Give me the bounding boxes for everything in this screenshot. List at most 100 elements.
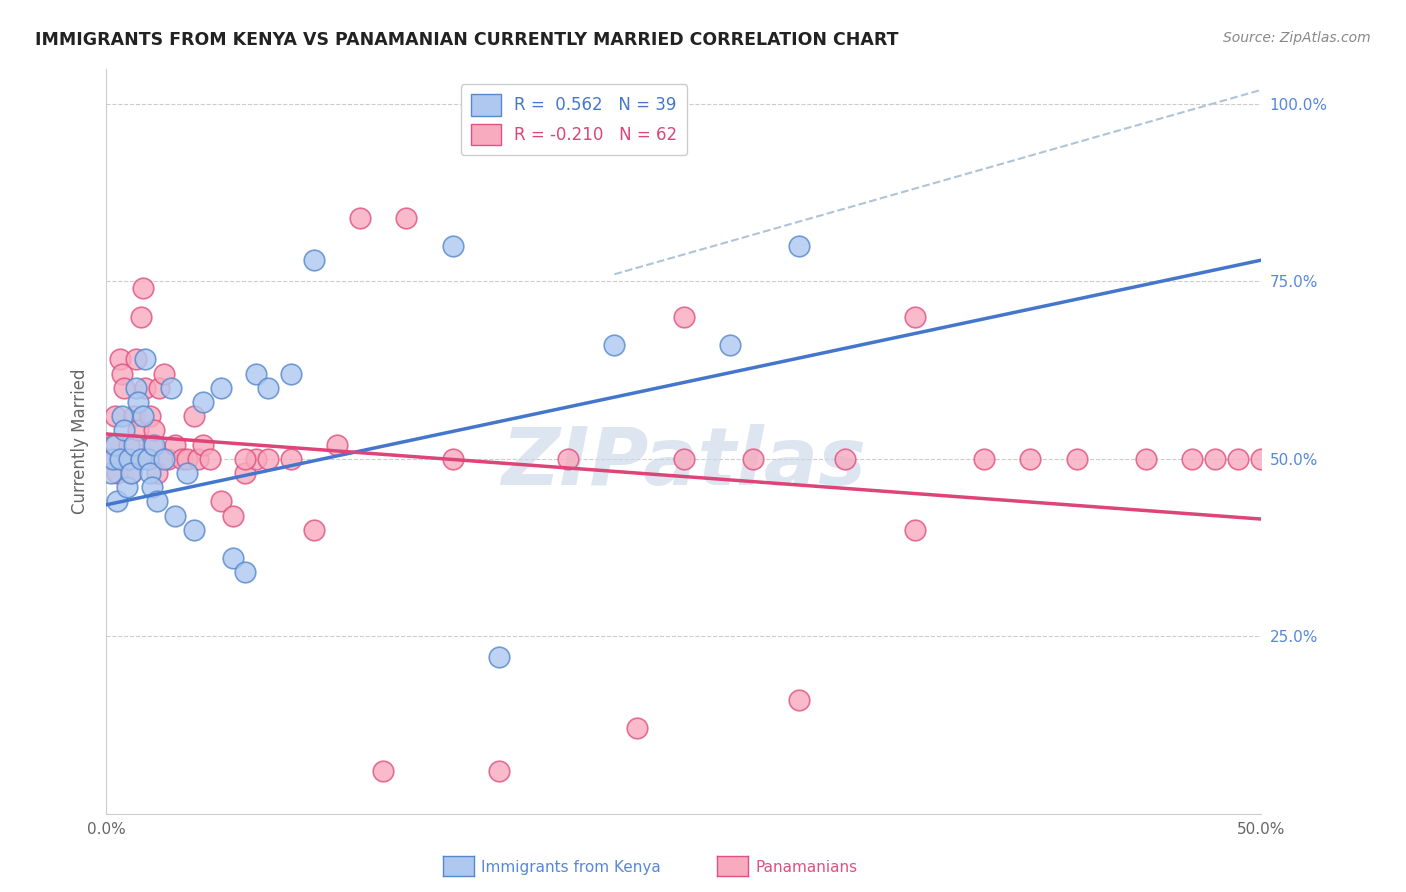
Text: IMMIGRANTS FROM KENYA VS PANAMANIAN CURRENTLY MARRIED CORRELATION CHART: IMMIGRANTS FROM KENYA VS PANAMANIAN CURR…	[35, 31, 898, 49]
Point	[127, 395, 149, 409]
Point	[136, 451, 159, 466]
Point	[118, 451, 141, 466]
Point	[129, 310, 152, 324]
Point	[1019, 451, 1042, 466]
Point	[441, 451, 464, 466]
Point	[141, 480, 163, 494]
Text: Immigrants from Kenya: Immigrants from Kenya	[481, 861, 661, 875]
Point	[115, 451, 138, 466]
Point	[165, 437, 187, 451]
Point	[1181, 451, 1204, 466]
Point	[1204, 451, 1226, 466]
Point	[1066, 451, 1088, 466]
Point	[488, 650, 510, 665]
Y-axis label: Currently Married: Currently Married	[72, 368, 89, 514]
Point	[112, 381, 135, 395]
Point	[108, 352, 131, 367]
Point	[222, 551, 245, 566]
Point	[245, 451, 267, 466]
Point	[159, 381, 181, 395]
Point	[111, 367, 134, 381]
Point	[157, 451, 180, 466]
Text: ZIPatlas: ZIPatlas	[501, 425, 866, 502]
Point	[107, 466, 129, 480]
Point	[101, 437, 124, 451]
Point	[139, 409, 162, 424]
Point	[742, 451, 765, 466]
Point	[172, 451, 194, 466]
Point	[125, 381, 148, 395]
Point	[233, 566, 256, 580]
Point	[326, 437, 349, 451]
Point	[136, 451, 159, 466]
Point	[129, 451, 152, 466]
Point	[373, 764, 395, 778]
Point	[1250, 451, 1272, 466]
Point	[973, 451, 995, 466]
Point	[245, 367, 267, 381]
Point	[280, 451, 302, 466]
Point	[441, 239, 464, 253]
Point	[104, 409, 127, 424]
Point	[222, 508, 245, 523]
Point	[143, 423, 166, 437]
Point	[904, 310, 927, 324]
Point	[107, 494, 129, 508]
Point	[488, 764, 510, 778]
Point	[233, 451, 256, 466]
Point	[145, 494, 167, 508]
Legend: R =  0.562   N = 39, R = -0.210   N = 62: R = 0.562 N = 39, R = -0.210 N = 62	[461, 85, 688, 155]
Point	[120, 466, 142, 480]
Point	[101, 451, 124, 466]
Point	[672, 451, 695, 466]
Point	[152, 451, 174, 466]
Text: Source: ZipAtlas.com: Source: ZipAtlas.com	[1223, 31, 1371, 45]
Point	[302, 523, 325, 537]
Point	[152, 367, 174, 381]
Point	[1135, 451, 1157, 466]
Point	[132, 409, 155, 424]
Text: Panamanians: Panamanians	[755, 861, 858, 875]
Point	[834, 451, 856, 466]
Point	[104, 437, 127, 451]
Point	[191, 395, 214, 409]
Point	[211, 494, 233, 508]
Point	[198, 451, 221, 466]
Point	[183, 523, 205, 537]
Point	[165, 508, 187, 523]
Point	[125, 352, 148, 367]
Point	[603, 338, 626, 352]
Point	[111, 409, 134, 424]
Point	[187, 451, 209, 466]
Point	[132, 281, 155, 295]
Point	[139, 466, 162, 480]
Point	[256, 381, 278, 395]
Point	[191, 437, 214, 451]
Point	[349, 211, 371, 225]
Point	[145, 466, 167, 480]
Point	[672, 310, 695, 324]
Point	[1227, 451, 1250, 466]
Point	[118, 437, 141, 451]
Point	[183, 409, 205, 424]
Point	[134, 352, 156, 367]
Point	[120, 466, 142, 480]
Point	[134, 381, 156, 395]
Point	[395, 211, 418, 225]
Point	[148, 381, 170, 395]
Point	[233, 466, 256, 480]
Point	[904, 523, 927, 537]
Point	[115, 480, 138, 494]
Point	[108, 451, 131, 466]
Point	[143, 437, 166, 451]
Point	[302, 253, 325, 268]
Point	[141, 437, 163, 451]
Point	[122, 437, 145, 451]
Point	[787, 239, 810, 253]
Point	[122, 409, 145, 424]
Point	[211, 381, 233, 395]
Point	[127, 423, 149, 437]
Point	[112, 423, 135, 437]
Point	[100, 466, 122, 480]
Point	[280, 367, 302, 381]
